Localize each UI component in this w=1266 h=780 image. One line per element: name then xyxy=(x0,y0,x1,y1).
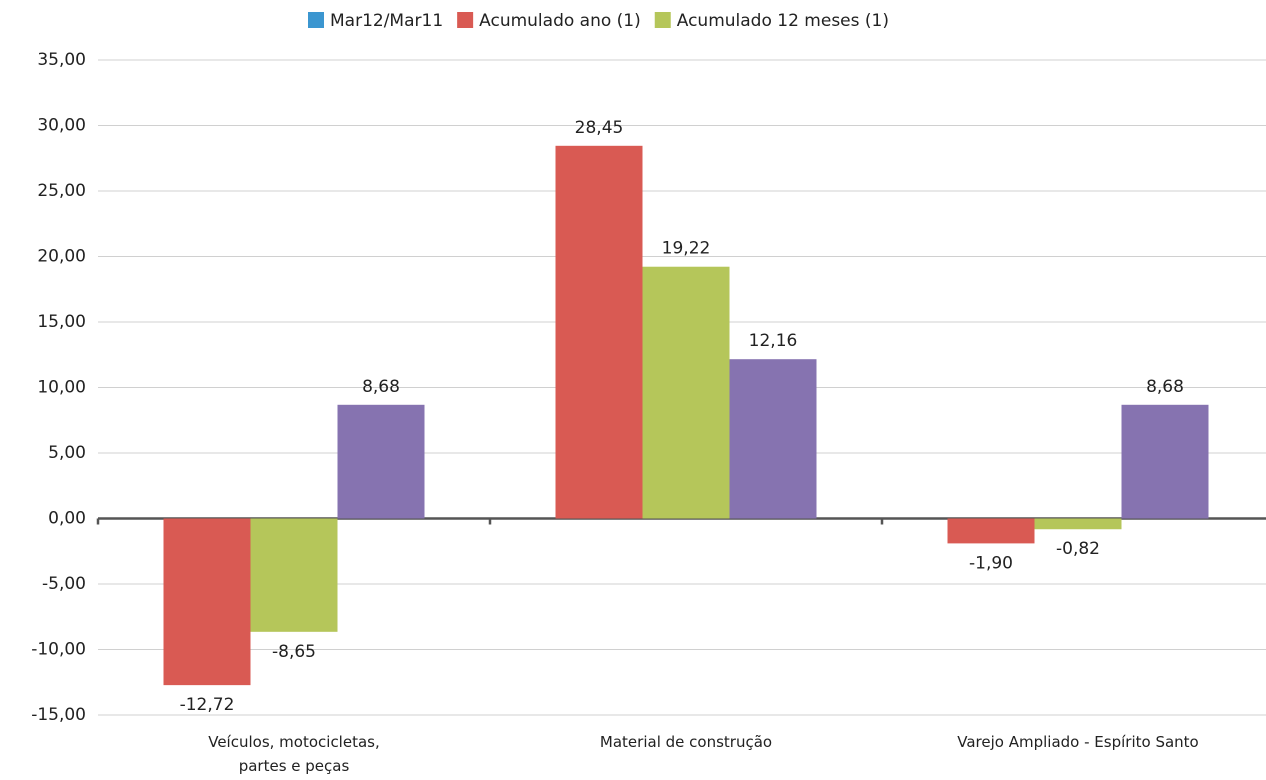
y-tick-label: -5,00 xyxy=(42,574,86,594)
bar xyxy=(163,518,251,686)
y-tick-label: 5,00 xyxy=(48,443,86,463)
legend-swatch xyxy=(457,12,474,28)
value-label: 28,45 xyxy=(575,118,624,138)
legend-label: Mar12/Mar11 xyxy=(330,11,443,31)
y-tick-label: 20,00 xyxy=(37,247,86,267)
y-tick-label: 10,00 xyxy=(37,378,86,398)
value-label: 8,68 xyxy=(1146,377,1184,397)
y-tick-label: 0,00 xyxy=(48,509,86,529)
bar xyxy=(337,404,425,519)
bar xyxy=(642,266,730,519)
y-tick-label: 15,00 xyxy=(37,312,86,332)
value-label: 12,16 xyxy=(749,331,798,351)
value-label: -8,65 xyxy=(272,642,316,662)
legend-swatch xyxy=(308,12,324,28)
x-tick-label: Veículos, motocicletas, partes e peças xyxy=(208,733,380,775)
legend-swatch xyxy=(654,12,671,28)
y-tick-label: -10,00 xyxy=(31,640,86,660)
bar xyxy=(1034,518,1122,530)
x-tick-label: Material de construção xyxy=(599,733,773,751)
y-tick-label: 25,00 xyxy=(37,181,86,201)
y-tick-label: 35,00 xyxy=(37,50,86,70)
value-label: -12,72 xyxy=(180,695,235,715)
y-tick-label: 30,00 xyxy=(37,116,86,136)
value-label: 19,22 xyxy=(662,239,711,259)
value-label: -1,90 xyxy=(969,553,1013,573)
value-label: 8,68 xyxy=(362,377,400,397)
legend-label: Acumulado 12 meses (1) xyxy=(677,11,889,31)
bar xyxy=(729,359,817,519)
y-tick-label: -15,00 xyxy=(31,705,86,725)
bar xyxy=(947,518,1035,544)
x-tick-label: Varejo Ampliado - Espírito Santo xyxy=(957,733,1199,751)
bar xyxy=(1121,404,1209,519)
legend-label: Acumulado ano (1) xyxy=(479,11,641,31)
bar xyxy=(250,518,338,632)
value-label: -0,82 xyxy=(1056,539,1100,559)
bar xyxy=(555,145,643,519)
